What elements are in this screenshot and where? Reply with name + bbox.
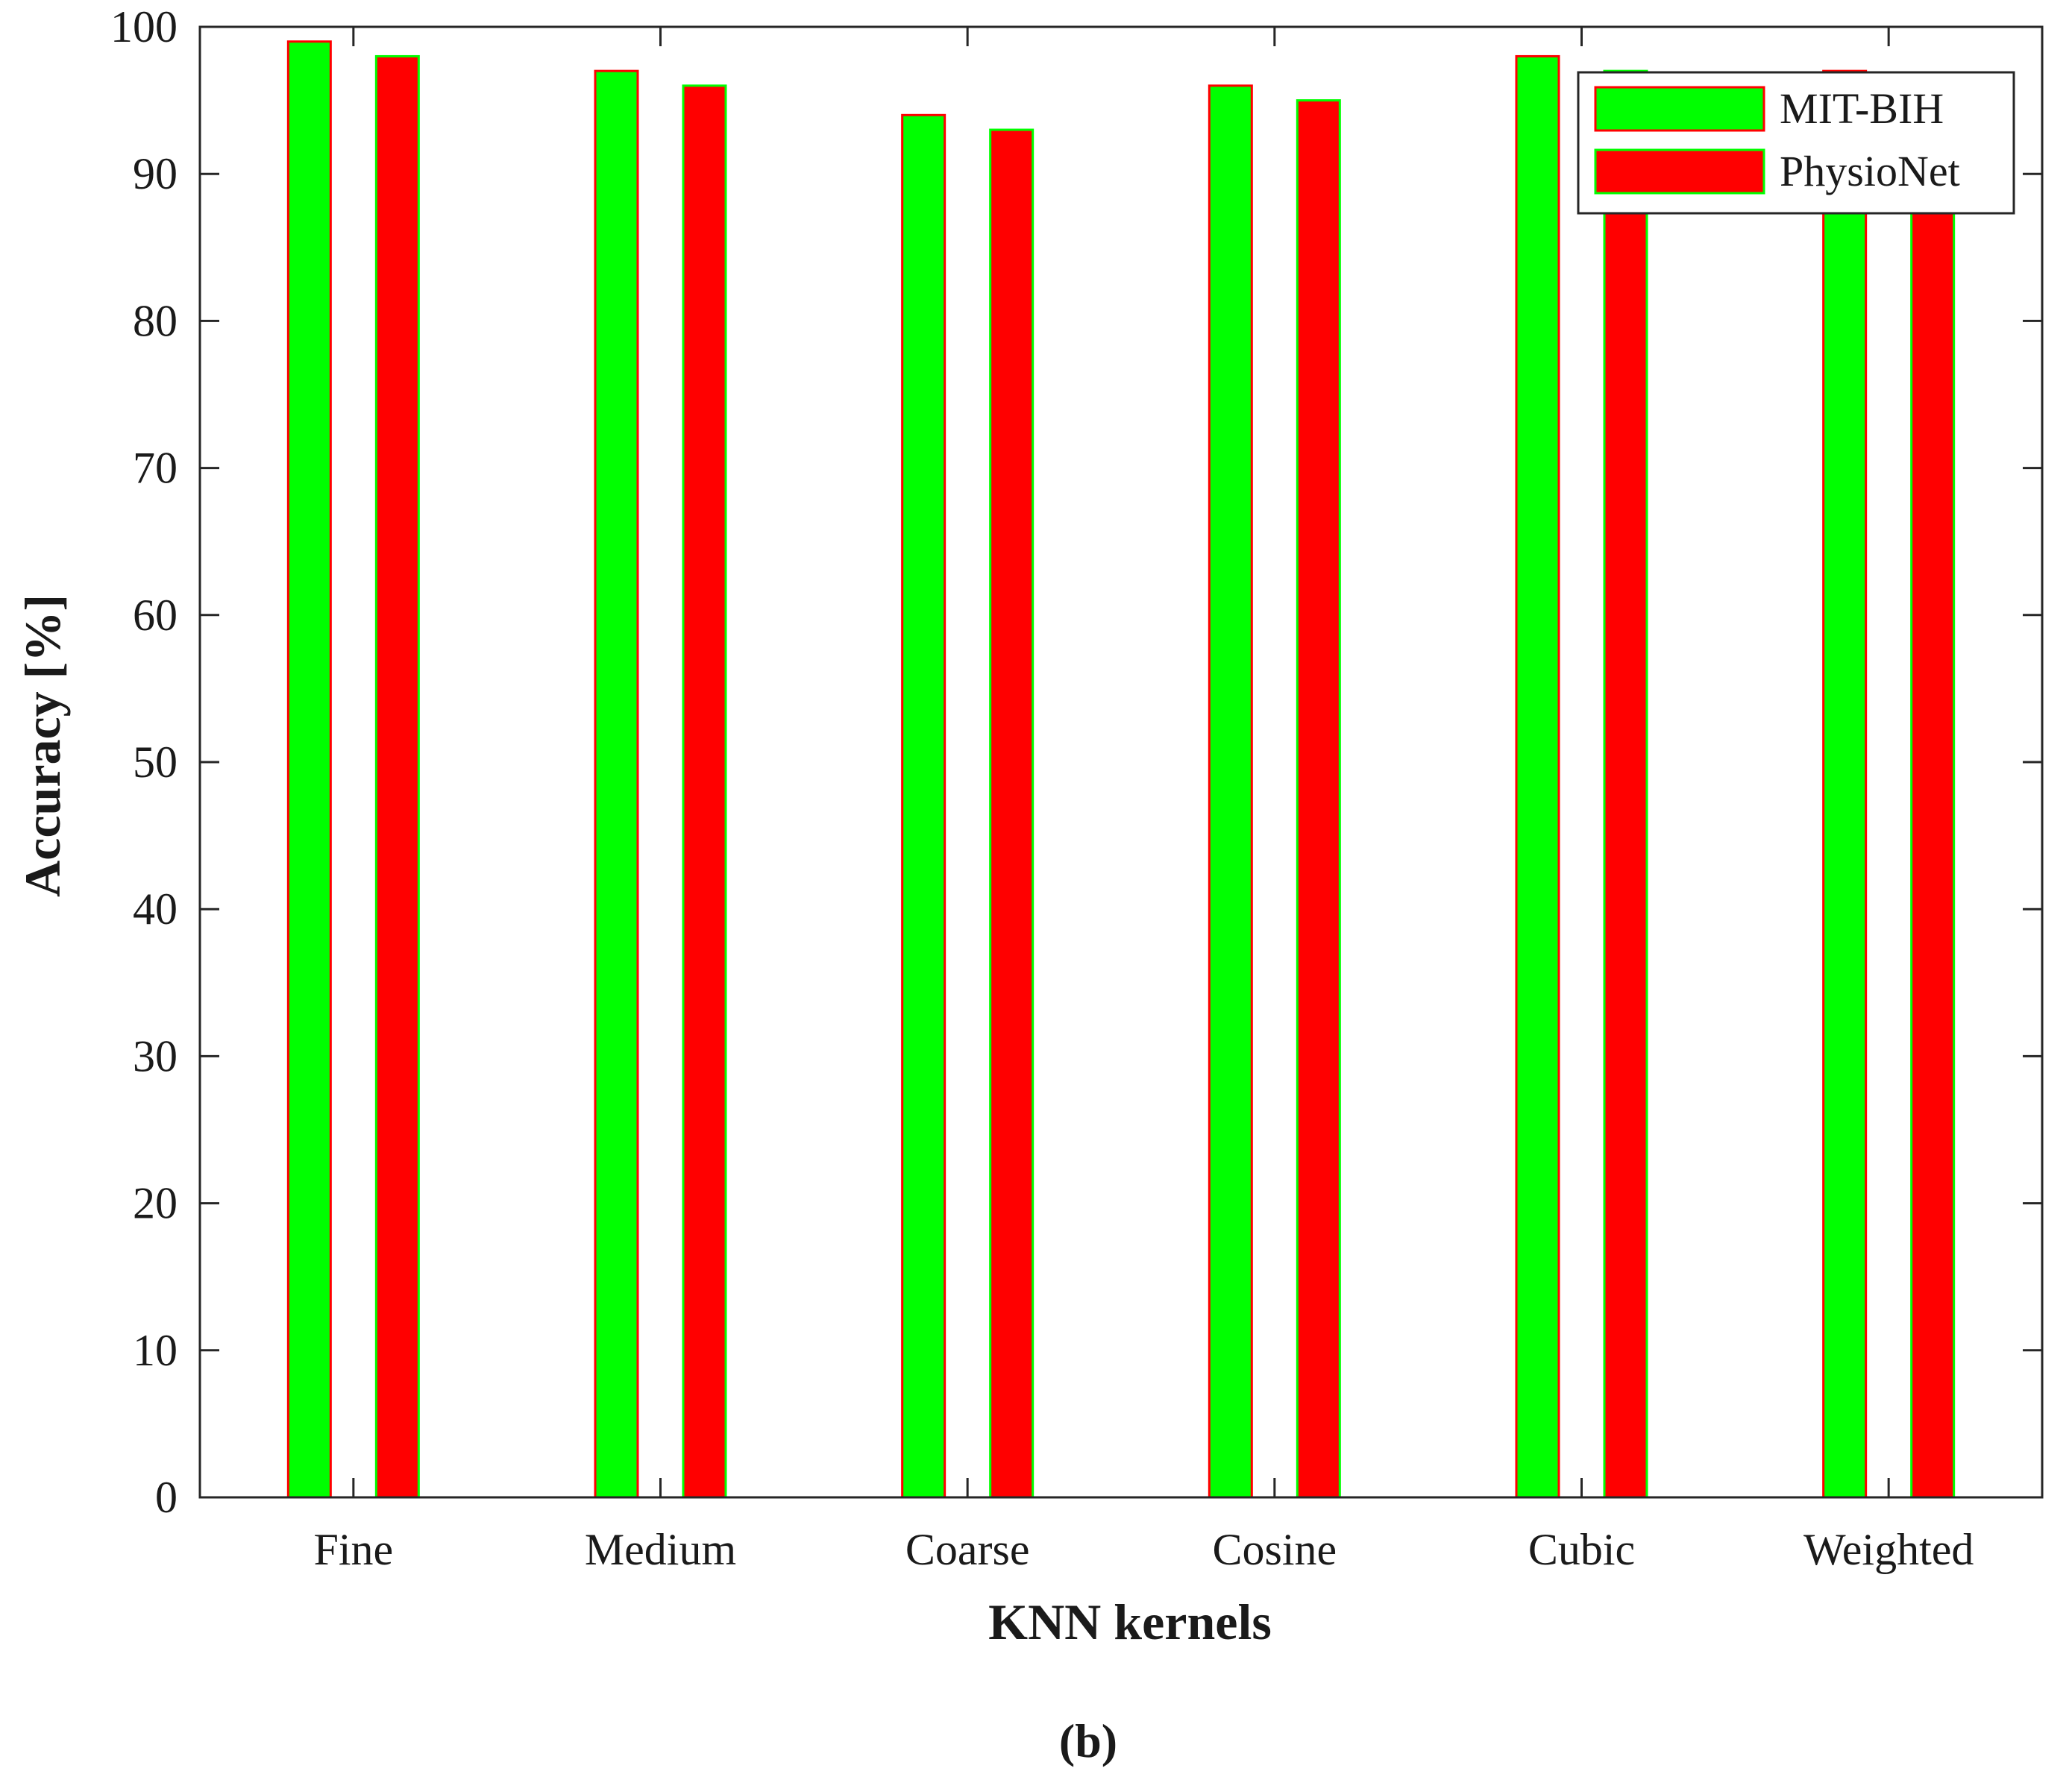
bar-physionet-fine (374, 54, 420, 1499)
bar-physionet-cubic (1603, 69, 1648, 1499)
bar-physionet-cosine (1296, 99, 1341, 1499)
y-tick-label: 60 (133, 591, 178, 640)
y-axis-title: Accuracy [%] (14, 594, 71, 897)
bar-mit-bih-fine (286, 40, 332, 1499)
axes-layer: 0 10 20 30 40 50 60 70 80 90 100 Fine Medium Coarse Co… (110, 2, 2044, 1574)
bar-mit-bih-cubic (1515, 54, 1560, 1499)
x-tick-label: Medium (585, 1525, 736, 1574)
y-tick-label: 20 (133, 1179, 178, 1228)
x-tick-label: Coarse (905, 1525, 1030, 1574)
y-tick-label: 80 (133, 296, 178, 345)
legend: MIT-BIH PhysioNet (1577, 71, 2015, 215)
bar-physionet-medium (682, 84, 727, 1499)
x-tick-label: Weighted (1803, 1525, 1974, 1574)
legend-label-mit-bih: MIT-BIH (1780, 84, 1944, 133)
y-tick-label: 90 (133, 149, 178, 198)
x-tick-label: Cubic (1528, 1525, 1635, 1574)
bar-physionet-coarse (989, 128, 1035, 1499)
plot-frame (198, 25, 2044, 1499)
y-tick-label: 0 (155, 1473, 178, 1522)
bar-mit-bih-medium (594, 69, 639, 1499)
figure-caption: (b) (1059, 1714, 1117, 1767)
y-tick-label: 100 (110, 2, 178, 51)
y-tick-label: 50 (133, 737, 178, 787)
y-tick-label: 70 (133, 444, 178, 493)
legend-swatch-mit-bih (1594, 86, 1765, 132)
y-tick-label: 30 (133, 1031, 178, 1081)
legend-label-physionet: PhysioNet (1780, 147, 1960, 195)
legend-swatch-physionet (1594, 148, 1765, 195)
bar-physionet-weighted (1910, 84, 1956, 1499)
y-tick-label: 10 (133, 1326, 178, 1375)
y-tick-label: 40 (133, 884, 178, 934)
bars-layer (286, 40, 1956, 1499)
x-tick-label: Cosine (1212, 1525, 1337, 1574)
x-axis-title: KNN kernels (988, 1594, 1272, 1650)
x-tick-label: Fine (313, 1525, 393, 1574)
bar-mit-bih-cosine (1208, 84, 1253, 1499)
bar-mit-bih-coarse (901, 113, 946, 1499)
bar-mit-bih-weighted (1822, 69, 1868, 1499)
